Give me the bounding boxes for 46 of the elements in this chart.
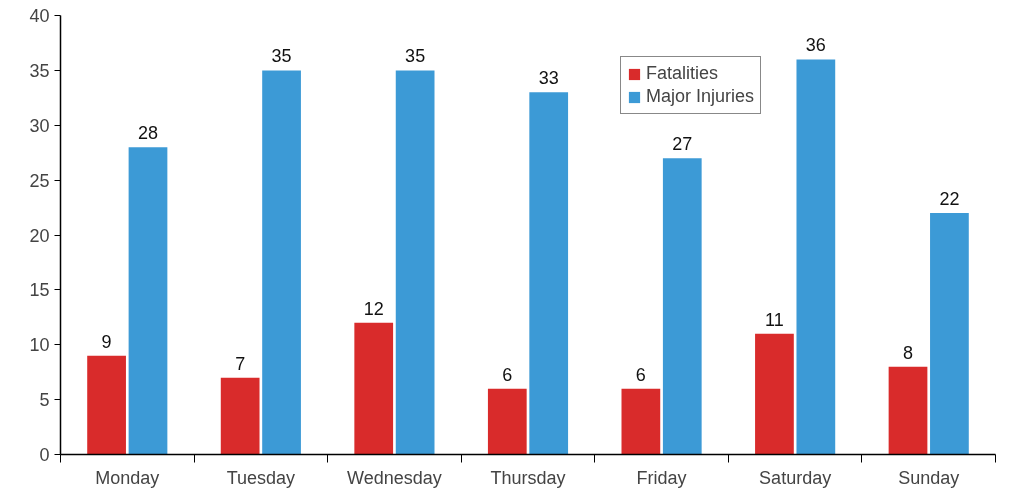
x-tick-label: Sunday <box>898 467 960 488</box>
data-label: 35 <box>405 46 426 67</box>
x-tick-label: Monday <box>95 467 160 488</box>
bar <box>755 333 794 455</box>
data-label: 27 <box>672 134 693 155</box>
bar <box>87 355 126 455</box>
bar <box>930 213 969 455</box>
data-label: 11 <box>765 309 784 330</box>
y-tick-label: 0 <box>39 445 50 465</box>
y-tick-label: 20 <box>29 225 50 246</box>
data-label: 36 <box>805 35 826 56</box>
data-label: 22 <box>939 189 960 210</box>
bar <box>888 366 928 455</box>
y-tick-label: 15 <box>29 280 50 301</box>
x-tick-label: Saturday <box>759 467 832 488</box>
x-tick-label: Wednesday <box>347 467 442 488</box>
data-label: 6 <box>635 364 646 385</box>
bar <box>796 59 836 455</box>
data-label: 33 <box>538 68 559 89</box>
data-label: 35 <box>271 46 292 67</box>
bar <box>354 322 394 455</box>
bar <box>487 388 527 455</box>
bar <box>395 70 435 455</box>
y-tick-label: 35 <box>29 60 50 81</box>
y-tick-label: 10 <box>29 335 50 356</box>
legend-label: Fatalities <box>646 63 719 84</box>
legend-label: Major Injuries <box>646 86 755 107</box>
y-tick-label: 25 <box>29 170 50 191</box>
bar <box>621 388 661 455</box>
bar <box>220 377 260 455</box>
x-tick-label: Friday <box>636 467 687 488</box>
bar <box>262 70 301 455</box>
data-label: 6 <box>502 364 513 385</box>
data-label: 9 <box>101 331 112 352</box>
y-tick-label: 5 <box>39 390 50 411</box>
x-tick-label: Thursday <box>490 467 566 488</box>
x-tick-label: Tuesday <box>226 467 296 488</box>
y-tick-label: 40 <box>29 6 50 26</box>
bar <box>128 147 168 455</box>
data-label: 7 <box>235 353 246 374</box>
bar <box>662 158 702 455</box>
data-label: 28 <box>137 123 159 144</box>
data-label: 8 <box>903 342 914 363</box>
y-tick-label: 30 <box>29 115 50 136</box>
bar <box>529 92 569 455</box>
data-label: 12 <box>363 298 384 319</box>
